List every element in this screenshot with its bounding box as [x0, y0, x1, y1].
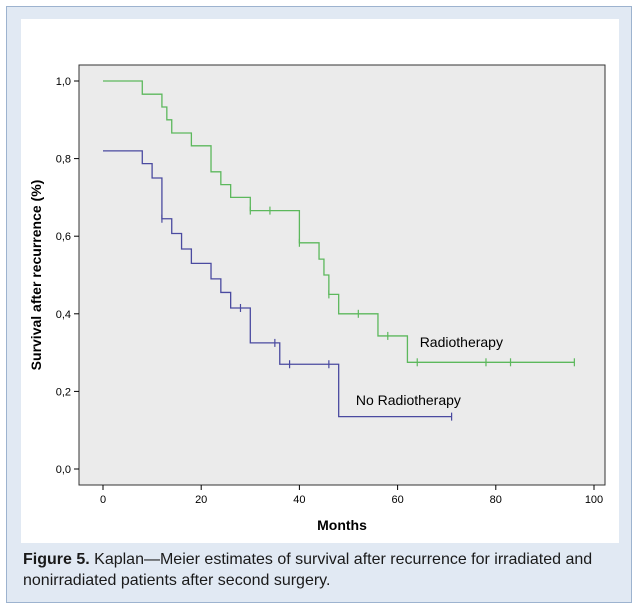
figure-frame: 0,0 0,2 0,4 0,6 0,8 1,0 0 20 40 60 80 100 Months Surv…: [6, 6, 632, 603]
y-tick-label: 0,6: [56, 231, 71, 243]
caption-label: Figure 5.: [23, 551, 90, 568]
figure-caption: Figure 5. Kaplan—Meier estimates of surv…: [23, 549, 619, 591]
x-axis-title: Months: [317, 517, 367, 533]
y-tick-label: 0,2: [56, 386, 71, 398]
chart-container: 0,0 0,2 0,4 0,6 0,8 1,0 0 20 40 60 80 100 Months Surv…: [21, 19, 619, 543]
y-tick-label: 0,0: [56, 464, 71, 476]
x-tick-label: 80: [490, 494, 502, 506]
y-tick-label: 0,8: [56, 154, 71, 166]
x-tick-label: 40: [293, 494, 305, 506]
y-axis-title: Survival after recurrence (%): [28, 180, 44, 371]
y-tick-label: 0,4: [56, 309, 71, 321]
x-tick-label: 100: [585, 494, 603, 506]
survival-chart: 0,0 0,2 0,4 0,6 0,8 1,0 0 20 40 60 80 100 Months Surv…: [28, 64, 606, 533]
x-tick-label: 20: [195, 494, 207, 506]
series-label-no-radiotherapy: No Radiotherapy: [356, 392, 461, 408]
x-tick-label: 60: [391, 494, 403, 506]
series-label-radiotherapy: Radiotherapy: [420, 334, 503, 350]
caption-text: Kaplan—Meier estimates of survival after…: [23, 551, 593, 589]
series-line-radiotherapy: [103, 80, 575, 363]
y-tick-label: 1,0: [56, 76, 71, 88]
x-tick-label: 0: [100, 494, 106, 506]
plot-area: [78, 64, 606, 486]
